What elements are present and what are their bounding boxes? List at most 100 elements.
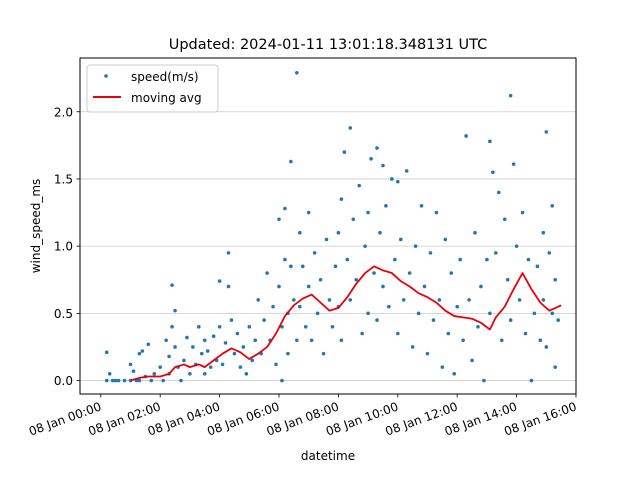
scatter-point — [502, 217, 507, 222]
scatter-point — [128, 362, 133, 367]
scatter-point — [220, 362, 225, 367]
y-tick-label: 0.0 — [54, 374, 73, 388]
legend-label-moving-avg: moving avg — [131, 91, 202, 105]
scatter-point — [511, 162, 516, 166]
scatter-point — [104, 350, 109, 355]
scatter-point — [306, 284, 311, 289]
scatter-point — [541, 230, 546, 235]
scatter-point — [351, 217, 356, 222]
scatter-point — [137, 378, 142, 383]
scatter-point — [395, 331, 400, 336]
scatter-point — [395, 179, 400, 184]
scatter-point — [152, 372, 157, 376]
scatter-point — [292, 298, 296, 302]
scatter-point — [428, 251, 433, 255]
scatter-point — [173, 345, 177, 349]
scatter-point — [309, 338, 314, 343]
scatter-point — [508, 93, 513, 98]
scatter-point — [508, 318, 513, 322]
scatter-point — [413, 244, 418, 248]
scatter-point — [440, 365, 445, 369]
scatter-point — [238, 365, 243, 369]
scatter-point — [372, 271, 376, 275]
scatter-point — [295, 338, 299, 343]
scatter-point — [253, 338, 258, 343]
scatter-point — [348, 126, 353, 130]
scatter-point — [295, 70, 299, 75]
chart-title: Updated: 2024-01-11 13:01:18.348131 UTC — [169, 37, 488, 53]
scatter-point — [211, 334, 216, 339]
scatter-point — [339, 197, 344, 201]
scatter-point — [306, 210, 311, 215]
scatter-point — [191, 345, 195, 349]
scatter-point — [449, 271, 454, 275]
scatter-point — [131, 369, 136, 373]
scatter-point — [333, 264, 338, 269]
scatter-point — [467, 298, 471, 302]
scatter-point — [110, 378, 115, 383]
legend: speed(m/s) moving avg — [86, 64, 219, 113]
scatter-point — [553, 277, 558, 282]
scatter-point — [464, 134, 468, 138]
scatter-point — [401, 298, 406, 302]
y-axis-ticks: 0.0 0.5 1.0 1.5 2.0 — [54, 105, 80, 388]
scatter-point — [494, 251, 498, 255]
scatter-point — [496, 190, 501, 195]
scatter-point — [550, 204, 555, 208]
scatter-point — [164, 338, 168, 343]
scatter-point — [390, 177, 394, 181]
scatter-point — [229, 318, 234, 322]
scatter-point — [482, 378, 486, 383]
y-axis-label: wind_speed_ms — [29, 179, 43, 274]
scatter-point — [149, 378, 154, 383]
scatter-point — [197, 325, 201, 329]
legend-scatter-marker — [104, 74, 108, 78]
scatter-point — [419, 204, 424, 208]
scatter-point — [330, 325, 335, 329]
scatter-point — [517, 298, 522, 302]
y-tick-label: 2.0 — [54, 105, 73, 119]
scatter-point — [280, 325, 284, 329]
scatter-point — [532, 311, 537, 316]
legend-box — [86, 64, 219, 113]
scatter-point — [321, 351, 326, 356]
scatter-point — [544, 130, 549, 134]
scatter-point — [146, 342, 151, 347]
scatter-point — [378, 230, 382, 235]
scatter-point — [348, 298, 353, 302]
scatter-point — [185, 335, 189, 340]
scatter-point — [416, 311, 421, 316]
scatter-point — [188, 372, 192, 376]
scatter-point — [116, 378, 121, 383]
scatter-point — [205, 349, 210, 353]
scatter-point — [461, 338, 465, 343]
scatter-point — [407, 271, 412, 275]
scatter-point — [179, 378, 183, 383]
scatter-point — [446, 331, 451, 336]
scatter-point — [315, 311, 320, 316]
scatter-point — [262, 318, 266, 322]
scatter-point — [226, 251, 231, 255]
scatter-point — [473, 230, 477, 235]
scatter-point — [381, 284, 385, 289]
scatter-point — [556, 318, 560, 322]
scatter-point — [339, 338, 344, 343]
scatter-point — [202, 372, 207, 376]
scatter-point — [247, 325, 252, 329]
scatter-point — [223, 341, 228, 345]
scatter-point — [271, 304, 275, 309]
scatter-point — [523, 331, 528, 336]
scatter-point — [455, 304, 459, 309]
scatter-point — [491, 170, 495, 175]
plot-frame — [79, 57, 577, 395]
scatter-point — [289, 264, 293, 269]
scatter-point — [277, 217, 281, 222]
scatter-point — [199, 351, 204, 356]
scatter-point — [422, 284, 427, 289]
scatter-point — [452, 372, 457, 376]
scatter-point — [553, 365, 558, 369]
scatter-point — [173, 308, 177, 313]
scatter-point — [208, 365, 213, 369]
scatter-point — [161, 378, 165, 383]
